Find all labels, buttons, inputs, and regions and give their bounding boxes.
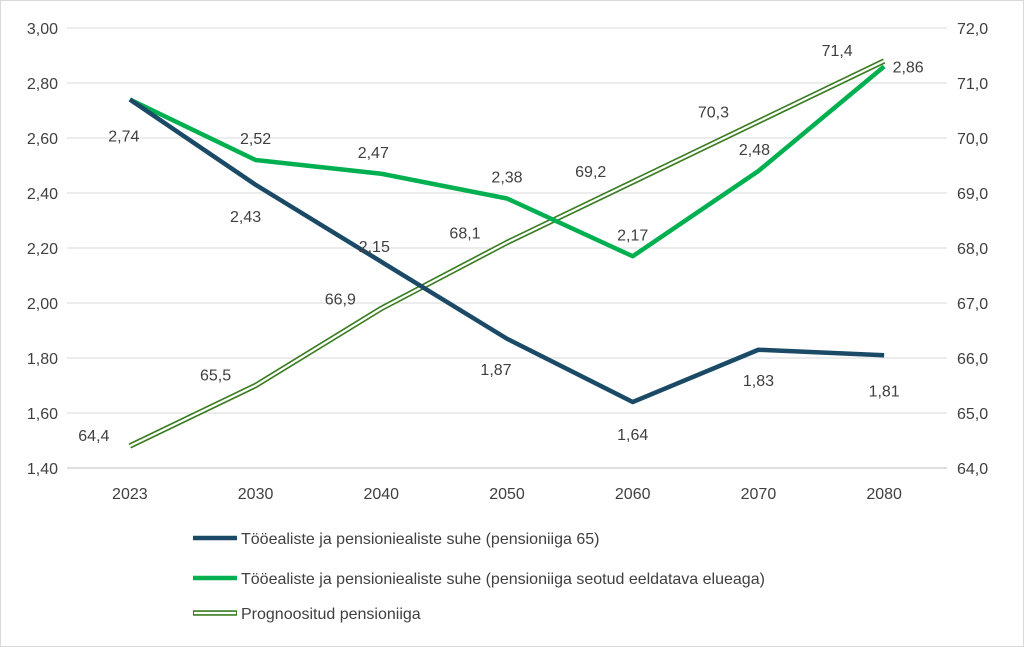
data-label: 1,83 xyxy=(743,373,774,390)
y-right-tick-label: 66,0 xyxy=(957,351,988,368)
series-line-ratio-65 xyxy=(128,97,885,405)
series-line-ratio-linked xyxy=(128,64,886,259)
y-left-tick-label: 1,80 xyxy=(27,351,58,368)
y-right-tick-label: 67,0 xyxy=(957,296,988,313)
x-tick-label: 2080 xyxy=(866,486,902,503)
y-left-tick-label: 1,60 xyxy=(27,406,58,423)
y-right-tick-label: 64,0 xyxy=(957,461,988,478)
data-label: 1,81 xyxy=(869,383,900,400)
y-right-tick-label: 71,0 xyxy=(957,76,988,93)
y-left-tick-label: 2,00 xyxy=(27,296,58,313)
y-axis-left: 1,40 1,60 1,80 2,00 2,20 2,40 2,60 2,80 3,00 xyxy=(27,21,58,478)
legend-entry: Prognoositud pensioniiga xyxy=(241,606,421,623)
data-label: 2,86 xyxy=(893,60,924,77)
x-tick-label: 2030 xyxy=(238,486,274,503)
y-left-tick-label: 2,40 xyxy=(27,186,58,203)
data-labels: 2,74 2,43 2,15 1,87 1,64 1,83 1,81 2,52 2,47 2,38… xyxy=(78,43,924,445)
y-right-tick-label: 70,0 xyxy=(957,131,988,148)
x-tick-label: 2070 xyxy=(741,486,777,503)
data-label: 2,38 xyxy=(491,170,522,187)
data-label: 2,48 xyxy=(739,142,770,159)
x-tick-label: 2040 xyxy=(363,486,399,503)
data-label: 2,47 xyxy=(358,145,389,162)
y-left-tick-label: 1,40 xyxy=(27,461,58,478)
legend: Tööealiste ja pensioniealiste suhe (pens… xyxy=(193,531,765,623)
data-label: 70,3 xyxy=(698,105,729,122)
y-left-tick-label: 2,60 xyxy=(27,131,58,148)
data-label: 1,64 xyxy=(617,427,648,444)
y-left-tick-label: 3,00 xyxy=(27,21,58,38)
y-right-tick-label: 65,0 xyxy=(957,406,988,423)
data-label: 71,4 xyxy=(822,43,853,60)
y-left-tick-label: 2,80 xyxy=(27,76,58,93)
y-right-tick-label: 72,0 xyxy=(957,21,988,38)
series-lines xyxy=(128,58,886,449)
data-label: 2,15 xyxy=(359,239,390,256)
x-tick-label: 2060 xyxy=(615,486,651,503)
x-axis: 2023 2030 2040 2050 2060 2070 2080 xyxy=(112,486,902,503)
data-label: 66,9 xyxy=(325,292,356,309)
data-label: 69,2 xyxy=(575,164,606,181)
data-label: 68,1 xyxy=(449,226,480,243)
y-axis-right: 64,0 65,0 66,0 67,0 68,0 69,0 70,0 71,0 72,0 xyxy=(957,21,988,478)
data-label: 2,17 xyxy=(617,227,648,244)
x-tick-label: 2050 xyxy=(489,486,525,503)
data-label: 65,5 xyxy=(200,368,231,385)
y-right-tick-label: 69,0 xyxy=(957,186,988,203)
y-right-tick-label: 68,0 xyxy=(957,241,988,258)
data-label: 1,87 xyxy=(480,362,511,379)
series-line-pension-age-inner xyxy=(129,60,885,447)
x-tick-label: 2023 xyxy=(112,486,148,503)
data-label: 2,43 xyxy=(230,209,261,226)
data-label: 64,4 xyxy=(78,428,109,445)
data-label: 2,74 xyxy=(108,129,139,146)
y-left-tick-label: 2,20 xyxy=(27,241,58,258)
legend-entry: Tööealiste ja pensioniealiste suhe (pens… xyxy=(241,571,765,588)
data-label: 2,52 xyxy=(240,131,271,148)
legend-entry: Tööealiste ja pensioniealiste suhe (pens… xyxy=(241,531,599,548)
